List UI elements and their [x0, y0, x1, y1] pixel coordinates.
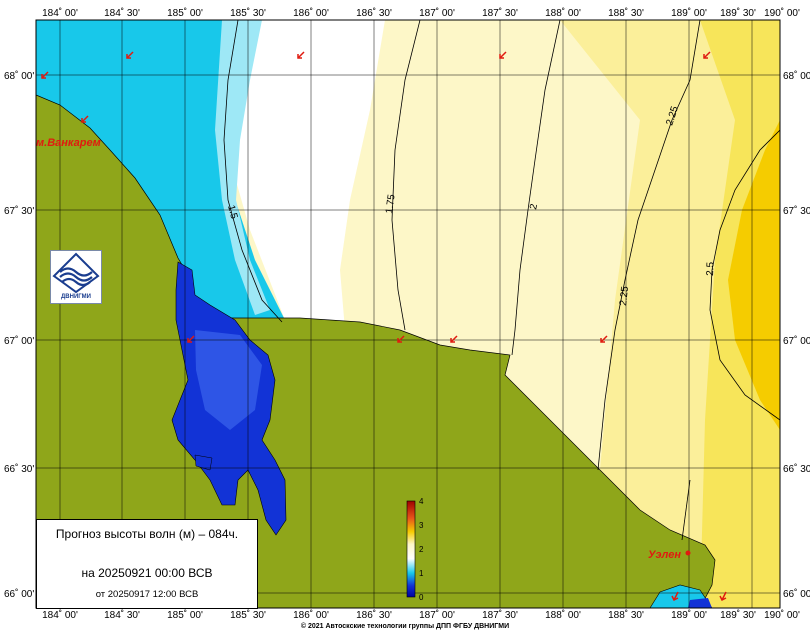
sea-zone-cyan	[36, 20, 285, 340]
colorbar-tick: 4	[419, 497, 424, 506]
latitude-labels-left: 68˚ 00' 67˚ 30' 67˚ 00' 66˚ 30' 66˚ 00'	[4, 70, 34, 600]
longitude-label: 188˚ 30'	[608, 7, 644, 19]
longitude-label: 186˚ 30'	[356, 7, 392, 19]
wave-direction-arrows	[41, 51, 727, 602]
longitude-label: 189˚ 30'	[720, 7, 756, 19]
longitude-label: 185˚ 00'	[167, 609, 203, 621]
latitude-label: 66˚ 00'	[4, 588, 34, 600]
latitude-label: 68˚ 00'	[4, 70, 34, 82]
latitude-label: 66˚ 30'	[783, 463, 810, 475]
isoline-label: 1.5	[225, 204, 239, 221]
colorbar-tick: 1	[419, 569, 424, 578]
arrow-marker	[703, 51, 711, 59]
land-mass	[36, 94, 716, 608]
longitude-label: 188˚ 00'	[545, 7, 581, 19]
uelen-marker	[685, 550, 691, 556]
latitude-label: 67˚ 30'	[783, 205, 810, 217]
forecast-title: Прогноз высоты волн (м) – 084ч.	[55, 527, 239, 541]
lagoon-inner-light	[195, 330, 262, 430]
isoline-label: 2	[528, 202, 540, 210]
colorbar-tick: 0	[419, 593, 424, 602]
arrow-marker	[126, 51, 134, 59]
longitude-label: 185˚ 00'	[167, 7, 203, 19]
sea-zone-light-cyan	[215, 20, 270, 315]
longitude-label: 190˚ 00'	[764, 7, 800, 19]
colorbar-tick: 3	[419, 521, 424, 530]
longitude-labels-bottom: 184˚ 00' 184˚ 30' 185˚ 00' 185˚ 30' 186˚…	[42, 609, 800, 621]
lagoon-islet	[194, 454, 213, 471]
dvnigmi-logo: ДВНИГМИ	[50, 250, 102, 304]
latitude-label: 66˚ 30'	[4, 463, 34, 475]
isoline-label: 1.75	[384, 193, 398, 214]
arrow-marker	[450, 335, 458, 343]
map-frame	[35, 19, 781, 609]
latitude-label: 68˚ 00'	[783, 70, 810, 82]
forecast-issued: от 20250917 12:00 ВСВ	[95, 589, 199, 600]
longitude-label: 184˚ 30'	[104, 7, 140, 19]
longitude-label: 185˚ 30'	[230, 609, 266, 621]
longitude-label: 185˚ 30'	[230, 7, 266, 19]
longitude-labels-top: 184˚ 00' 184˚ 30' 185˚ 00' 185˚ 30' 186˚…	[42, 7, 800, 19]
arrow-marker	[297, 51, 305, 59]
wave-emblem-icon	[52, 252, 100, 294]
longitude-label: 184˚ 30'	[104, 609, 140, 621]
arrow-marker	[499, 51, 507, 59]
colorbar-tick: 2	[419, 545, 424, 554]
arrow-marker	[671, 591, 679, 602]
sea-zone-orange-yellow	[728, 120, 780, 430]
arrow-marker	[397, 335, 405, 343]
arrow-marker	[81, 115, 89, 123]
arrow-marker	[600, 335, 608, 343]
place-label-vankarem: м.Ванкарем	[36, 137, 101, 149]
longitude-label: 187˚ 00'	[419, 609, 455, 621]
longitude-label: 184˚ 00'	[42, 609, 78, 621]
arrow-marker	[719, 591, 727, 602]
arrow-marker	[41, 71, 49, 79]
forecast-info-box: Прогноз высоты волн (м) – 084ч. на 20250…	[36, 519, 258, 609]
longitude-label: 186˚ 30'	[356, 609, 392, 621]
latitude-label: 67˚ 00'	[783, 335, 810, 347]
longitude-label: 189˚ 00'	[671, 7, 707, 19]
isoline-label: 2.25	[618, 285, 631, 306]
colorbar: 4 3 2 1 0	[406, 497, 424, 602]
longitude-label: 187˚ 30'	[482, 7, 518, 19]
latitude-label: 67˚ 00'	[4, 335, 34, 347]
latitude-label: 66˚ 00'	[783, 588, 810, 600]
arrow-marker	[187, 335, 195, 343]
place-label-uelen: Уэлен	[648, 549, 681, 561]
isolines	[223, 20, 780, 541]
longitude-label: 189˚ 30'	[720, 609, 756, 621]
latitude-labels-right: 68˚ 00' 67˚ 30' 67˚ 00' 66˚ 30' 66˚ 00'	[783, 70, 810, 600]
longitude-label: 188˚ 00'	[545, 609, 581, 621]
latitude-label: 67˚ 30'	[4, 205, 34, 217]
forecast-date: на 20250921 00:00 ВСВ	[81, 566, 213, 580]
longitude-label: 186˚ 00'	[293, 7, 329, 19]
isoline-label: 2.5	[705, 261, 716, 276]
longitude-label: 187˚ 30'	[482, 609, 518, 621]
copyright-text: © 2021 Автоскские технологии группы ДПП …	[301, 622, 509, 630]
longitude-label: 188˚ 30'	[608, 609, 644, 621]
uelen-water-blue	[688, 598, 712, 608]
longitude-label: 184˚ 00'	[42, 7, 78, 19]
colorbar-gradient	[406, 500, 416, 598]
longitude-label: 186˚ 00'	[293, 609, 329, 621]
longitude-label: 187˚ 00'	[419, 7, 455, 19]
longitude-label: 189˚ 00'	[671, 609, 707, 621]
longitude-label: 190˚ 00'	[764, 609, 800, 621]
sea-zone-white	[225, 20, 385, 330]
logo-caption: ДВНИГМИ	[61, 294, 91, 300]
